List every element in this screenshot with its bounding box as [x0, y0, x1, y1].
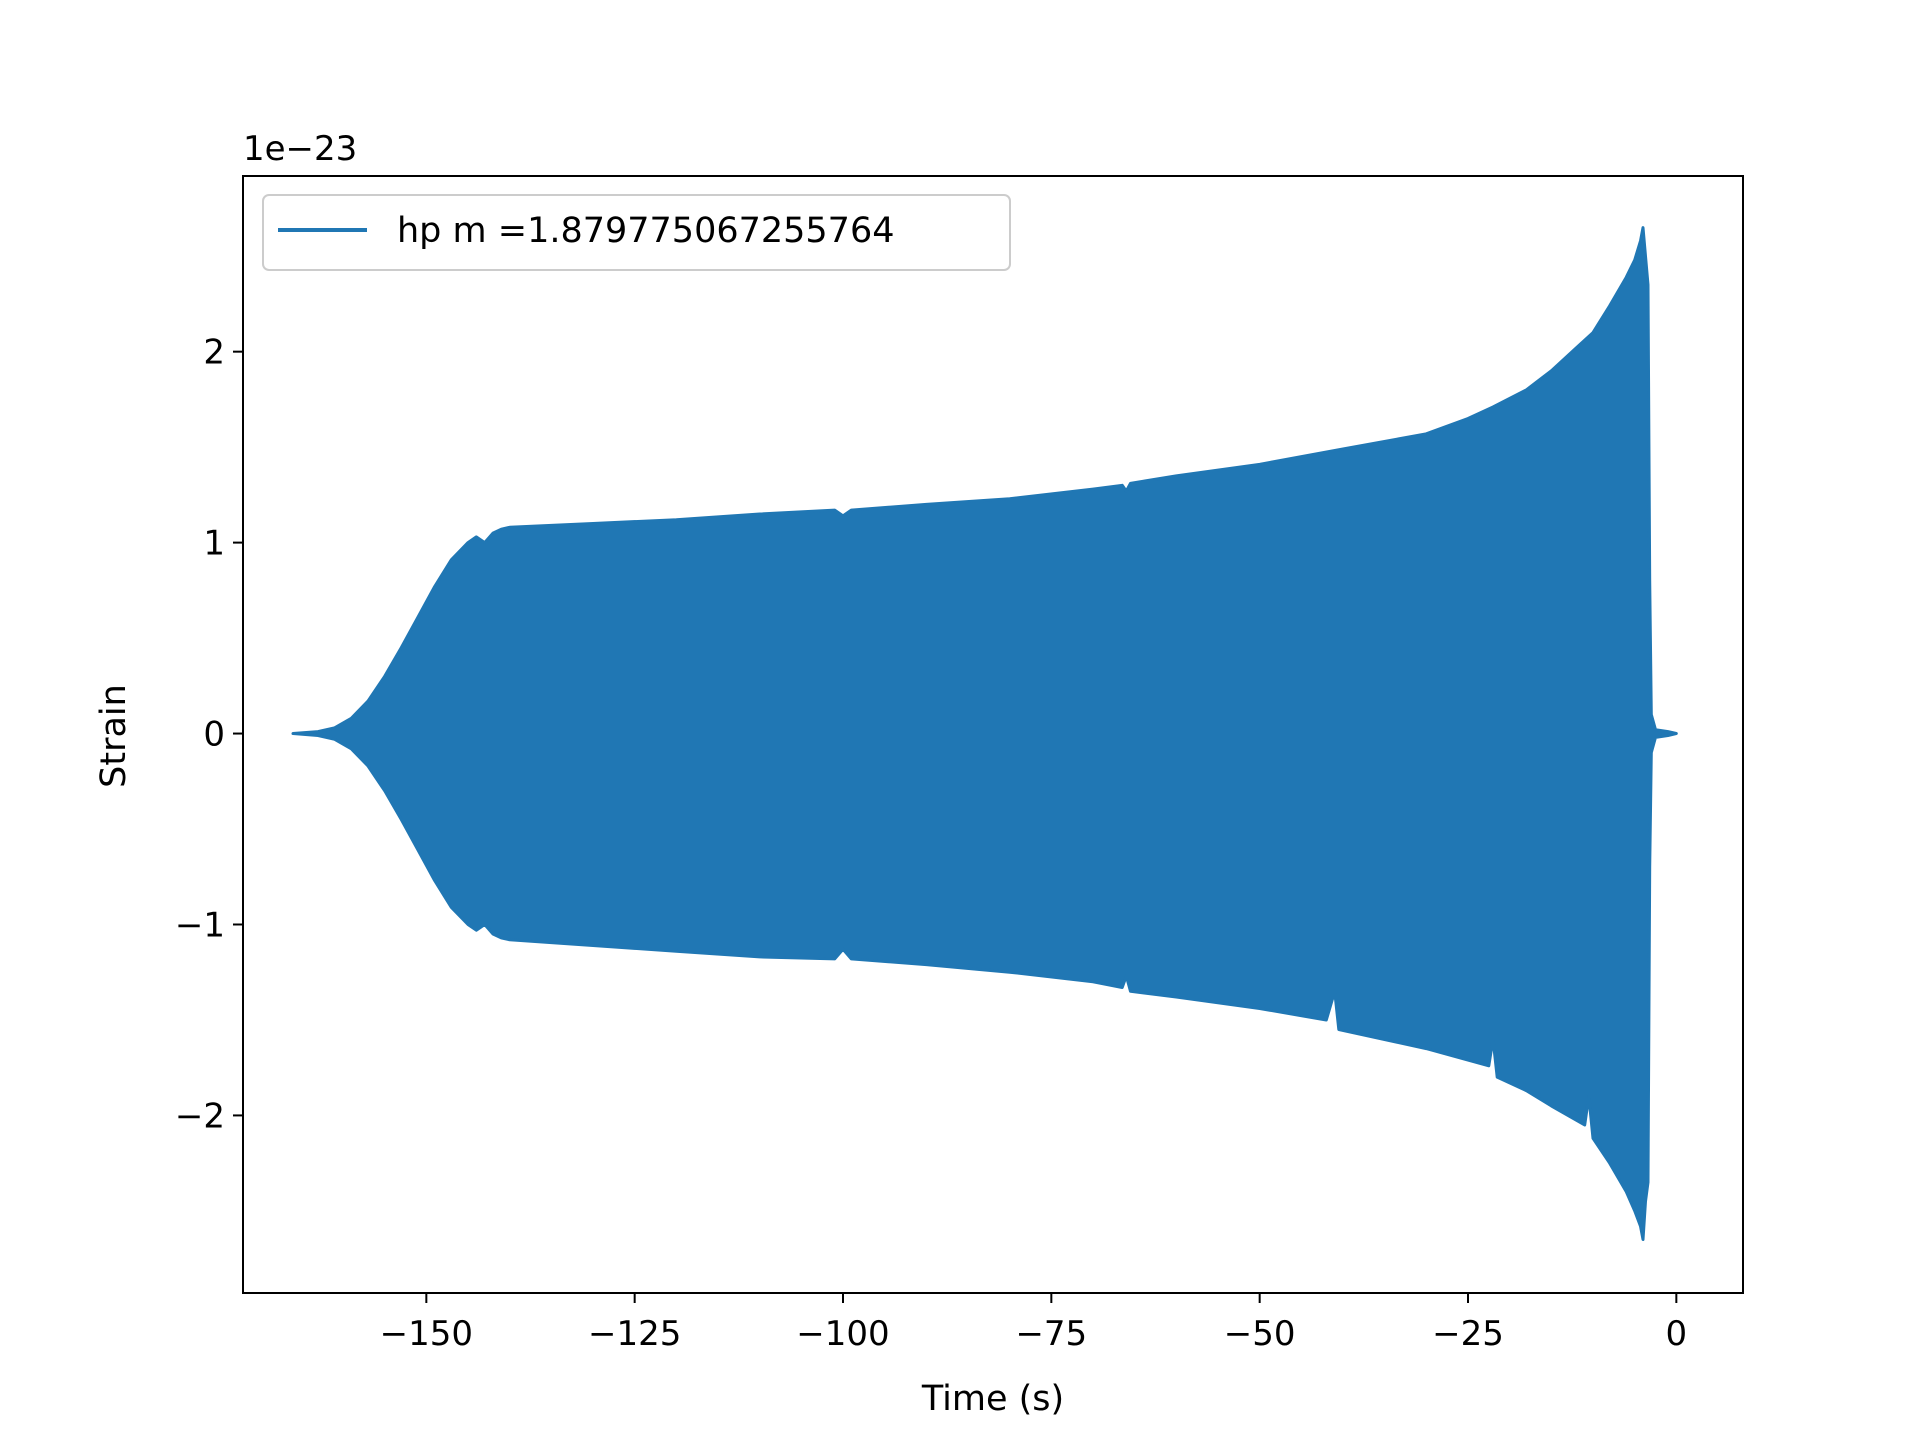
y-axis: −2 −1 0 1 2	[175, 333, 243, 1136]
x-tick-label: −100	[796, 1314, 889, 1354]
y-offset-label: 1e−23	[243, 129, 357, 169]
y-tick-label: 1	[203, 524, 225, 564]
legend-box	[262, 194, 1011, 271]
legend: hp m =1.879775067255764	[262, 194, 1011, 271]
waveform-series-hp	[291, 226, 1678, 1241]
x-axis: −150 −125 −100 −75 −50 −25 0	[380, 1293, 1688, 1354]
y-tick-label: 0	[203, 715, 225, 755]
plot-area	[291, 226, 1678, 1241]
x-tick-label: −125	[588, 1314, 681, 1354]
y-tick-label: −1	[175, 905, 225, 945]
x-tick-label: −75	[1015, 1314, 1087, 1354]
legend-label: hp m =1.879775067255764	[397, 211, 895, 251]
y-axis-label: Strain	[94, 684, 134, 788]
x-tick-label: 0	[1666, 1314, 1688, 1354]
y-tick-label: 2	[203, 333, 225, 373]
y-tick-label: −2	[175, 1096, 225, 1136]
x-tick-label: −25	[1432, 1314, 1504, 1354]
x-tick-label: −150	[380, 1314, 473, 1354]
x-tick-label: −50	[1224, 1314, 1296, 1354]
x-axis-label: Time (s)	[921, 1379, 1064, 1419]
